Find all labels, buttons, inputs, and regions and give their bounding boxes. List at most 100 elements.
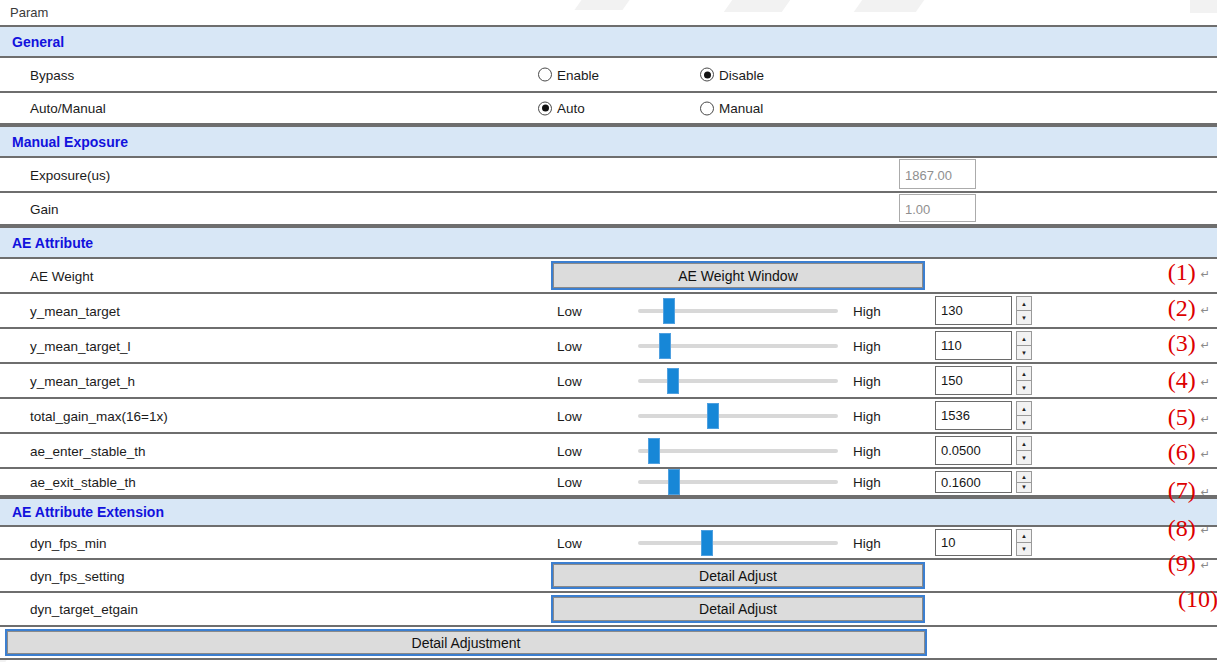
spin-down-icon[interactable]: ▼ xyxy=(1016,451,1032,465)
radio-icon[interactable] xyxy=(538,68,552,82)
slider-handle[interactable] xyxy=(668,469,680,495)
annotation-4: (4)↵ xyxy=(1140,367,1210,394)
slider-track[interactable] xyxy=(638,379,838,383)
param-label: Exposure(us) xyxy=(30,167,110,182)
section-title: General xyxy=(12,34,64,50)
annotation-8: (8)↵ xyxy=(1140,515,1210,542)
slider-handle[interactable] xyxy=(667,368,679,394)
slider-low-label: Low xyxy=(557,535,582,550)
spin-down-icon[interactable]: ▼ xyxy=(1016,346,1032,360)
value-input[interactable] xyxy=(935,471,1012,493)
slider-handle[interactable] xyxy=(663,298,675,324)
radio-icon[interactable] xyxy=(700,68,714,82)
section-title: AE Attribute xyxy=(12,235,93,251)
spin-up-icon[interactable]: ▲ xyxy=(1016,296,1032,311)
slider-high-label: High xyxy=(853,408,881,423)
spin-up-icon[interactable]: ▲ xyxy=(1016,529,1032,543)
spin-up-icon[interactable]: ▲ xyxy=(1016,471,1032,483)
value-input[interactable] xyxy=(935,529,1012,556)
slider-handle[interactable] xyxy=(659,333,671,359)
spin-down-icon[interactable]: ▼ xyxy=(1016,311,1032,325)
slider-track[interactable] xyxy=(638,541,838,545)
slider-track[interactable] xyxy=(638,480,838,484)
value-input[interactable] xyxy=(935,331,1012,360)
param-label: dyn_fps_min xyxy=(30,535,107,550)
param-label: ae_enter_stable_th xyxy=(30,443,146,458)
panel-caption-row: Param xyxy=(0,0,1217,25)
return-mark-icon: ↵ xyxy=(1201,448,1210,460)
radio-option-auto[interactable]: Auto xyxy=(538,101,585,116)
slider-track[interactable] xyxy=(638,344,838,348)
spin-up-icon[interactable]: ▲ xyxy=(1016,331,1032,346)
slider-low-label: Low xyxy=(557,303,582,318)
annotation-10: (10) xyxy=(1148,586,1217,613)
slider-low-label: Low xyxy=(557,338,582,353)
slider-track[interactable] xyxy=(638,309,838,313)
slider-track[interactable] xyxy=(638,414,838,418)
param-label: AE Weight xyxy=(30,268,94,283)
value-input[interactable] xyxy=(935,296,1012,325)
value-spinner: ▲ ▼ xyxy=(1016,401,1032,430)
value-input[interactable] xyxy=(935,401,1012,430)
return-mark-icon: ↵ xyxy=(1201,486,1210,498)
param-label: dyn_target_etgain xyxy=(30,602,138,617)
section-header-manual-exposure: Manual Exposure xyxy=(0,125,1217,158)
slider-handle[interactable] xyxy=(707,403,719,429)
row-exposure: Exposure(us) xyxy=(0,158,1217,193)
return-mark-icon: ↵ xyxy=(1201,413,1210,425)
spin-up-icon[interactable]: ▲ xyxy=(1016,436,1032,451)
return-mark-icon: ↵ xyxy=(1201,376,1210,388)
radio-label: Enable xyxy=(557,67,599,82)
value-spinner: ▲ ▼ xyxy=(1016,296,1032,325)
slider-high-label: High xyxy=(853,443,881,458)
param-label: Auto/Manual xyxy=(30,101,106,116)
param-label: Gain xyxy=(30,201,59,216)
annotation-3: (3)↵ xyxy=(1140,330,1210,357)
ae-weight-window-button[interactable]: AE Weight Window xyxy=(551,261,925,290)
slider-handle[interactable] xyxy=(701,530,713,556)
slider-high-label: High xyxy=(853,373,881,388)
value-spinner: ▲ ▼ xyxy=(1016,436,1032,465)
annotation-6: (6)↵ xyxy=(1140,439,1210,466)
row-ae-exit-stable-th: ae_exit_stable_th Low High ▲ ▼ xyxy=(0,469,1217,497)
spin-down-icon[interactable]: ▼ xyxy=(1016,416,1032,430)
detail-adjustment-button[interactable]: Detail Adjustment xyxy=(5,629,927,656)
value-spinner: ▲ ▼ xyxy=(1016,529,1032,556)
detail-adjust-button[interactable]: Detail Adjust xyxy=(551,595,925,623)
slider-handle[interactable] xyxy=(648,438,660,464)
radio-option-disable[interactable]: Disable xyxy=(700,67,764,82)
slider-low-label: Low xyxy=(557,408,582,423)
row-dyn-fps-min: dyn_fps_min Low High ▲ ▼ xyxy=(0,527,1217,560)
return-mark-icon: ↵ xyxy=(1201,524,1210,536)
slider-track[interactable] xyxy=(638,449,838,453)
row-y-mean-target-h: y_mean_target_h Low High ▲ ▼ xyxy=(0,364,1217,399)
slider-high-label: High xyxy=(853,338,881,353)
gain-input[interactable] xyxy=(899,194,976,222)
row-dyn-fps-setting: dyn_fps_setting Detail Adjust xyxy=(0,560,1217,593)
row-gain: Gain xyxy=(0,193,1217,226)
radio-label: Auto xyxy=(557,101,585,116)
section-header-general: General xyxy=(0,25,1217,58)
radio-option-enable[interactable]: Enable xyxy=(538,67,599,82)
spin-down-icon[interactable]: ▼ xyxy=(1016,543,1032,556)
section-title: Manual Exposure xyxy=(12,134,128,150)
radio-icon[interactable] xyxy=(700,101,714,115)
radio-option-manual[interactable]: Manual xyxy=(700,101,763,116)
return-mark-icon: ↵ xyxy=(1201,304,1210,316)
annotation-1: (1)↵ xyxy=(1140,259,1210,286)
return-mark-icon: ↵ xyxy=(1201,339,1210,351)
spin-up-icon[interactable]: ▲ xyxy=(1016,401,1032,416)
exposure-input[interactable] xyxy=(899,159,976,189)
radio-label: Disable xyxy=(719,67,764,82)
slider-high-label: High xyxy=(853,475,881,490)
slider-high-label: High xyxy=(853,303,881,318)
value-input[interactable] xyxy=(935,436,1012,465)
spin-down-icon[interactable]: ▼ xyxy=(1016,483,1032,494)
section-title: AE Attribute Extension xyxy=(12,504,164,520)
radio-icon[interactable] xyxy=(538,101,552,115)
param-label: dyn_fps_setting xyxy=(30,568,125,583)
detail-adjust-button[interactable]: Detail Adjust xyxy=(551,562,925,589)
spin-up-icon[interactable]: ▲ xyxy=(1016,366,1032,381)
spin-down-icon[interactable]: ▼ xyxy=(1016,381,1032,395)
value-input[interactable] xyxy=(935,366,1012,395)
